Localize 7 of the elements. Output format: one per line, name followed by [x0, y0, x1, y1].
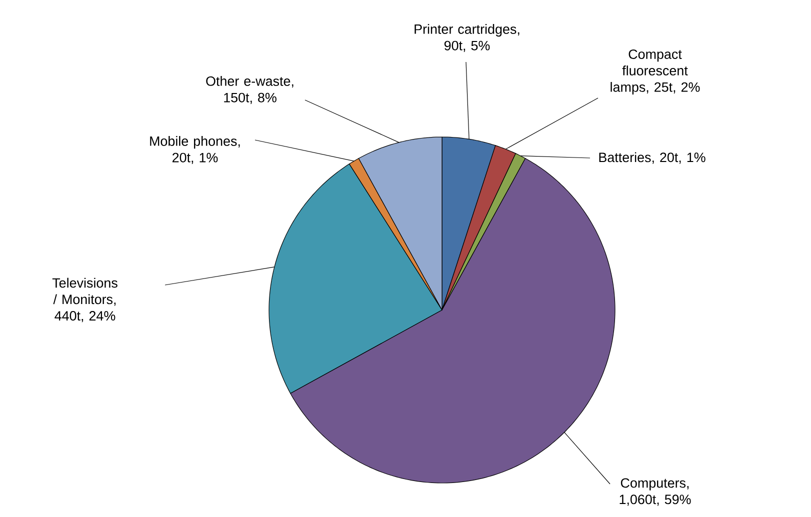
- slice-label: Mobile phones, 20t, 1%: [150, 136, 240, 164]
- slice-label: Televisions / Monitors, 440t, 24%: [52, 278, 118, 322]
- slice-label: Other e-waste, 150t, 8%: [206, 76, 294, 104]
- slice-label: Computers, 1,060t, 59%: [620, 478, 691, 506]
- slice-label: Compact fluorescent lamps, 25t, 2%: [610, 49, 700, 95]
- slice-label: Batteries, 20t, 1%: [599, 152, 706, 164]
- slice-label: Printer cartridges, 90t, 5%: [414, 24, 520, 52]
